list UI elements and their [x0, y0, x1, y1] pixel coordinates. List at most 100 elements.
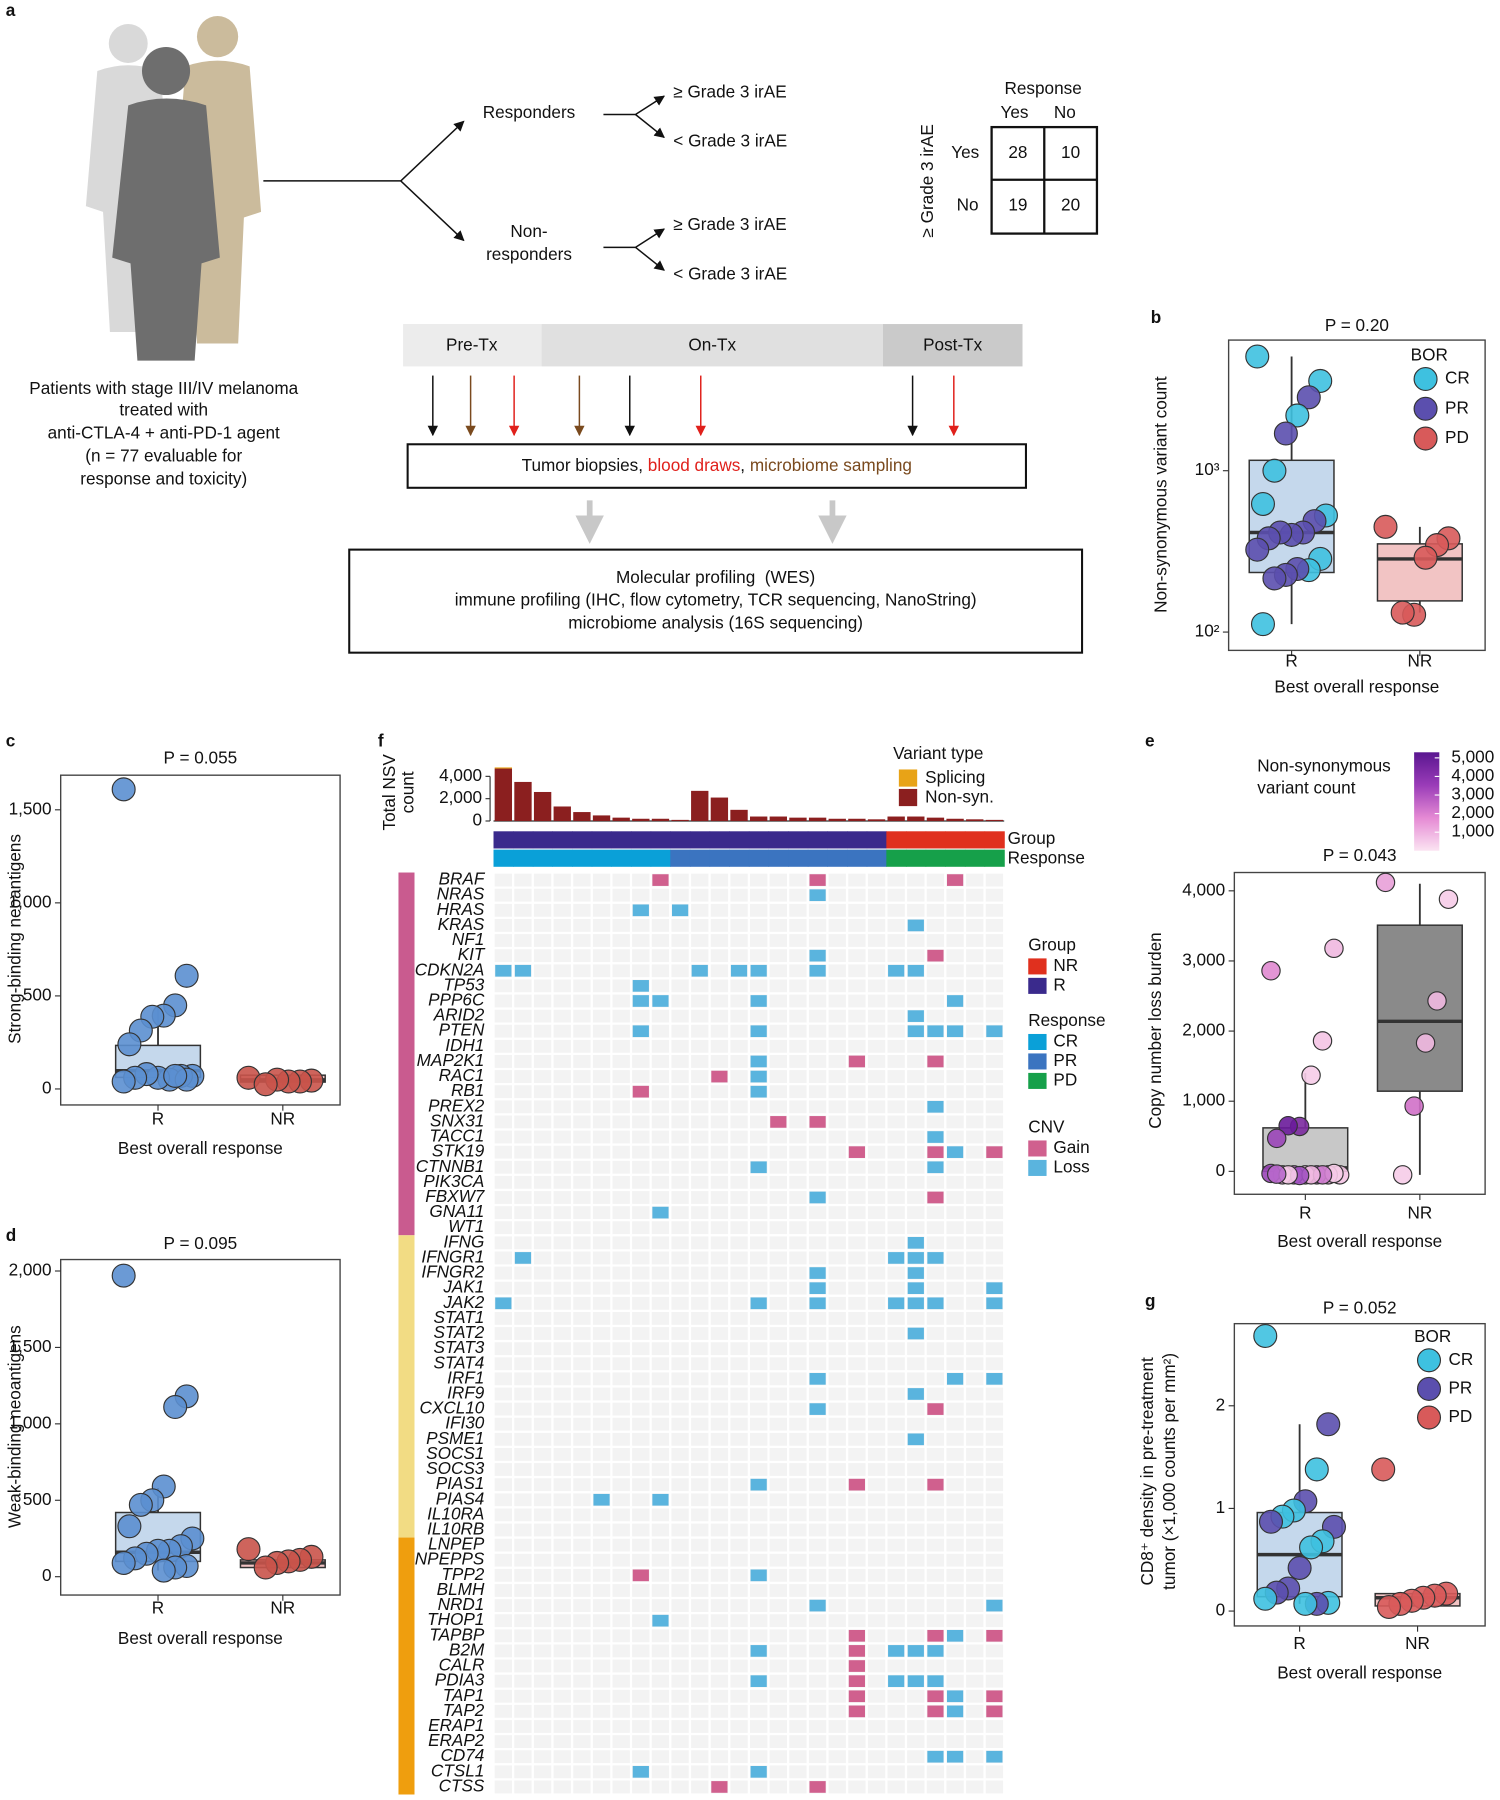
empty-cell [769, 1266, 787, 1280]
bar [553, 806, 571, 821]
bar [612, 817, 630, 821]
empty-cell [926, 979, 945, 993]
empty-cell [750, 1704, 768, 1718]
gene-label: JAK1 [442, 1277, 484, 1297]
empty-cell [926, 1599, 945, 1612]
empty-cell [632, 919, 650, 932]
empty-cell [887, 1175, 905, 1189]
empty-cell [592, 1417, 611, 1431]
empty-cell [514, 903, 532, 917]
empty-cell [671, 1599, 689, 1612]
empty-cell [966, 1055, 984, 1068]
empty-cell [828, 1689, 846, 1703]
empty-cell [691, 1417, 709, 1431]
empty-cell [730, 1523, 748, 1537]
empty-cell [966, 994, 984, 1008]
table-cell: 28 [1008, 142, 1027, 162]
empty-cell [946, 1553, 964, 1567]
empty-cell [651, 1175, 670, 1189]
empty-cell [632, 1236, 650, 1250]
empty-cell [612, 1039, 630, 1053]
empty-cell [828, 934, 846, 947]
empty-cell [573, 1130, 591, 1144]
empty-cell [946, 1357, 964, 1371]
cnv-cell [750, 1085, 767, 1098]
cnv-cell [809, 1267, 826, 1279]
empty-cell [867, 1130, 886, 1144]
empty-cell [494, 1659, 513, 1673]
empty-cell [573, 888, 591, 902]
empty-cell [769, 1463, 787, 1476]
empty-cell [573, 873, 591, 887]
empty-cell [808, 1342, 827, 1356]
empty-cell [730, 1689, 748, 1703]
empty-cell [592, 1553, 611, 1567]
empty-cell [514, 1266, 532, 1280]
cnv-cell [986, 1750, 1003, 1763]
empty-cell [730, 1417, 748, 1431]
empty-cell [494, 1221, 513, 1235]
x-tick-label: NR [270, 1597, 295, 1617]
empty-cell [691, 1735, 709, 1749]
empty-cell [730, 1251, 748, 1265]
bar [808, 817, 827, 821]
empty-cell [887, 1342, 905, 1356]
cnv-cell [927, 1478, 944, 1491]
y-tick-label: 1,000 [9, 1412, 52, 1432]
empty-cell [808, 1704, 827, 1718]
empty-cell [533, 1130, 552, 1144]
empty-cell [691, 949, 709, 963]
empty-cell [514, 1629, 532, 1643]
empty-cell [828, 1130, 846, 1144]
y-tick-label: 2,000 [9, 1260, 52, 1280]
empty-cell [887, 888, 905, 902]
empty-cell [494, 1463, 513, 1476]
empty-cell [907, 888, 925, 902]
empty-cell [632, 1584, 650, 1597]
empty-cell [710, 1206, 729, 1220]
empty-cell [514, 873, 532, 887]
empty-cell [533, 1674, 552, 1688]
empty-cell [808, 1508, 827, 1522]
cnv-cell [809, 1599, 826, 1612]
empty-cell [592, 1629, 611, 1643]
empty-cell [808, 1009, 827, 1023]
empty-cell [592, 994, 611, 1008]
empty-cell [769, 1130, 787, 1144]
empty-cell [907, 994, 925, 1008]
empty-cell [533, 1614, 552, 1628]
empty-cell [514, 1115, 532, 1129]
grade-label: ≥ Grade 3 irAE [673, 81, 786, 101]
bar [946, 818, 964, 821]
gene-label: CTSS [439, 1775, 485, 1795]
empty-cell [808, 1523, 827, 1537]
empty-cell [573, 964, 591, 978]
empty-cell [808, 979, 827, 993]
empty-cell [907, 1402, 925, 1416]
data-point [1413, 545, 1438, 570]
empty-cell [691, 1584, 709, 1597]
empty-cell [671, 1584, 689, 1597]
empty-cell [710, 1523, 729, 1537]
empty-cell [514, 1387, 532, 1401]
empty-cell [828, 1538, 846, 1552]
empty-cell [985, 1206, 1004, 1220]
empty-cell [494, 979, 513, 993]
empty-cell [808, 1448, 827, 1461]
y-tick-label: 1,500 [9, 1336, 52, 1356]
empty-cell [985, 1538, 1004, 1552]
empty-cell [867, 994, 886, 1008]
empty-cell [573, 903, 591, 917]
empty-cell [848, 1614, 866, 1628]
cnv-cell [848, 1660, 865, 1672]
empty-cell [848, 1221, 866, 1235]
empty-cell [867, 1387, 886, 1401]
empty-cell [691, 934, 709, 947]
empty-cell [769, 1175, 787, 1189]
empty-cell [612, 1689, 630, 1703]
empty-cell [553, 873, 571, 887]
empty-cell [651, 1644, 670, 1658]
empty-cell [651, 1463, 670, 1476]
empty-cell [789, 1160, 807, 1174]
empty-cell [848, 1311, 866, 1325]
